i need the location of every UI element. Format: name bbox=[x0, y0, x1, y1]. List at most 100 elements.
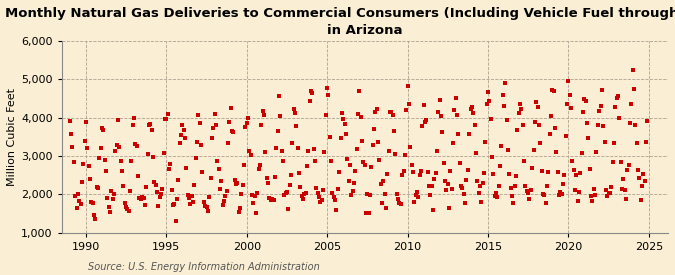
Point bbox=[314, 195, 325, 199]
Point bbox=[544, 132, 555, 137]
Point bbox=[595, 104, 606, 108]
Point bbox=[88, 213, 99, 217]
Point bbox=[487, 155, 497, 160]
Point bbox=[497, 92, 508, 97]
Point bbox=[212, 158, 223, 163]
Point bbox=[277, 159, 288, 163]
Point bbox=[169, 202, 180, 206]
Point bbox=[220, 194, 231, 198]
Point bbox=[608, 160, 618, 164]
Point bbox=[510, 184, 520, 188]
Point bbox=[273, 94, 284, 98]
Point bbox=[225, 106, 236, 111]
Point bbox=[449, 108, 460, 112]
Point bbox=[200, 204, 211, 208]
Point bbox=[619, 188, 630, 192]
Point bbox=[594, 108, 605, 113]
Point bbox=[157, 187, 167, 191]
Point bbox=[560, 134, 571, 138]
Point bbox=[281, 190, 292, 194]
Point bbox=[425, 192, 435, 197]
Point bbox=[396, 202, 406, 207]
Point bbox=[389, 129, 400, 133]
Point bbox=[370, 110, 381, 114]
Point bbox=[333, 170, 344, 175]
Point bbox=[352, 112, 363, 117]
Point bbox=[144, 123, 155, 127]
Point bbox=[197, 169, 208, 174]
Point bbox=[374, 158, 385, 163]
Point bbox=[360, 211, 371, 215]
Point bbox=[308, 146, 319, 151]
Point bbox=[82, 146, 92, 150]
Point bbox=[150, 183, 161, 187]
Point bbox=[128, 123, 138, 127]
Point bbox=[441, 188, 452, 192]
Point bbox=[102, 196, 113, 200]
Point bbox=[606, 185, 617, 189]
Point bbox=[173, 178, 184, 182]
Point bbox=[450, 96, 461, 101]
Point bbox=[265, 198, 276, 202]
Point bbox=[514, 110, 524, 115]
Point bbox=[234, 209, 244, 214]
Point bbox=[525, 188, 536, 192]
Point bbox=[246, 193, 257, 197]
Point bbox=[522, 191, 533, 195]
Point bbox=[248, 201, 259, 206]
Point bbox=[110, 149, 121, 153]
Point bbox=[448, 141, 458, 145]
Point bbox=[161, 117, 171, 122]
Point bbox=[532, 104, 543, 109]
Point bbox=[182, 193, 193, 197]
Point bbox=[75, 202, 86, 206]
Point bbox=[359, 163, 370, 167]
Point bbox=[133, 174, 144, 178]
Point bbox=[158, 151, 169, 155]
Point bbox=[201, 205, 212, 209]
Point bbox=[154, 195, 165, 199]
Point bbox=[129, 116, 140, 120]
Point bbox=[541, 183, 552, 188]
Point bbox=[306, 89, 317, 93]
Point bbox=[261, 176, 272, 180]
Point bbox=[232, 180, 243, 185]
Point bbox=[421, 118, 432, 122]
Point bbox=[540, 201, 551, 205]
Point bbox=[446, 187, 457, 192]
Point bbox=[103, 205, 114, 210]
Point bbox=[511, 174, 522, 178]
Point bbox=[230, 178, 240, 182]
Point bbox=[245, 152, 256, 157]
Point bbox=[363, 211, 374, 215]
Point bbox=[124, 209, 134, 213]
Point bbox=[130, 142, 141, 146]
Point bbox=[379, 192, 390, 196]
Point bbox=[79, 138, 90, 143]
Point bbox=[397, 173, 408, 177]
Point bbox=[205, 176, 216, 181]
Point bbox=[252, 190, 263, 195]
Point bbox=[424, 184, 435, 188]
Point bbox=[435, 114, 446, 118]
Point bbox=[151, 190, 162, 194]
Point bbox=[155, 192, 166, 197]
Point bbox=[300, 191, 311, 195]
Point bbox=[71, 205, 82, 210]
Point bbox=[371, 107, 382, 111]
Point bbox=[190, 155, 201, 160]
Point bbox=[90, 217, 101, 221]
Point bbox=[330, 198, 341, 202]
Point bbox=[618, 177, 628, 182]
Point bbox=[438, 161, 449, 165]
Point bbox=[473, 191, 484, 196]
Point bbox=[452, 113, 462, 117]
Point bbox=[163, 167, 174, 171]
Point bbox=[387, 112, 398, 117]
Point bbox=[502, 118, 512, 122]
Point bbox=[393, 197, 404, 202]
Point bbox=[287, 141, 298, 145]
Point bbox=[409, 200, 420, 204]
Point bbox=[378, 179, 389, 183]
Point bbox=[622, 168, 632, 172]
